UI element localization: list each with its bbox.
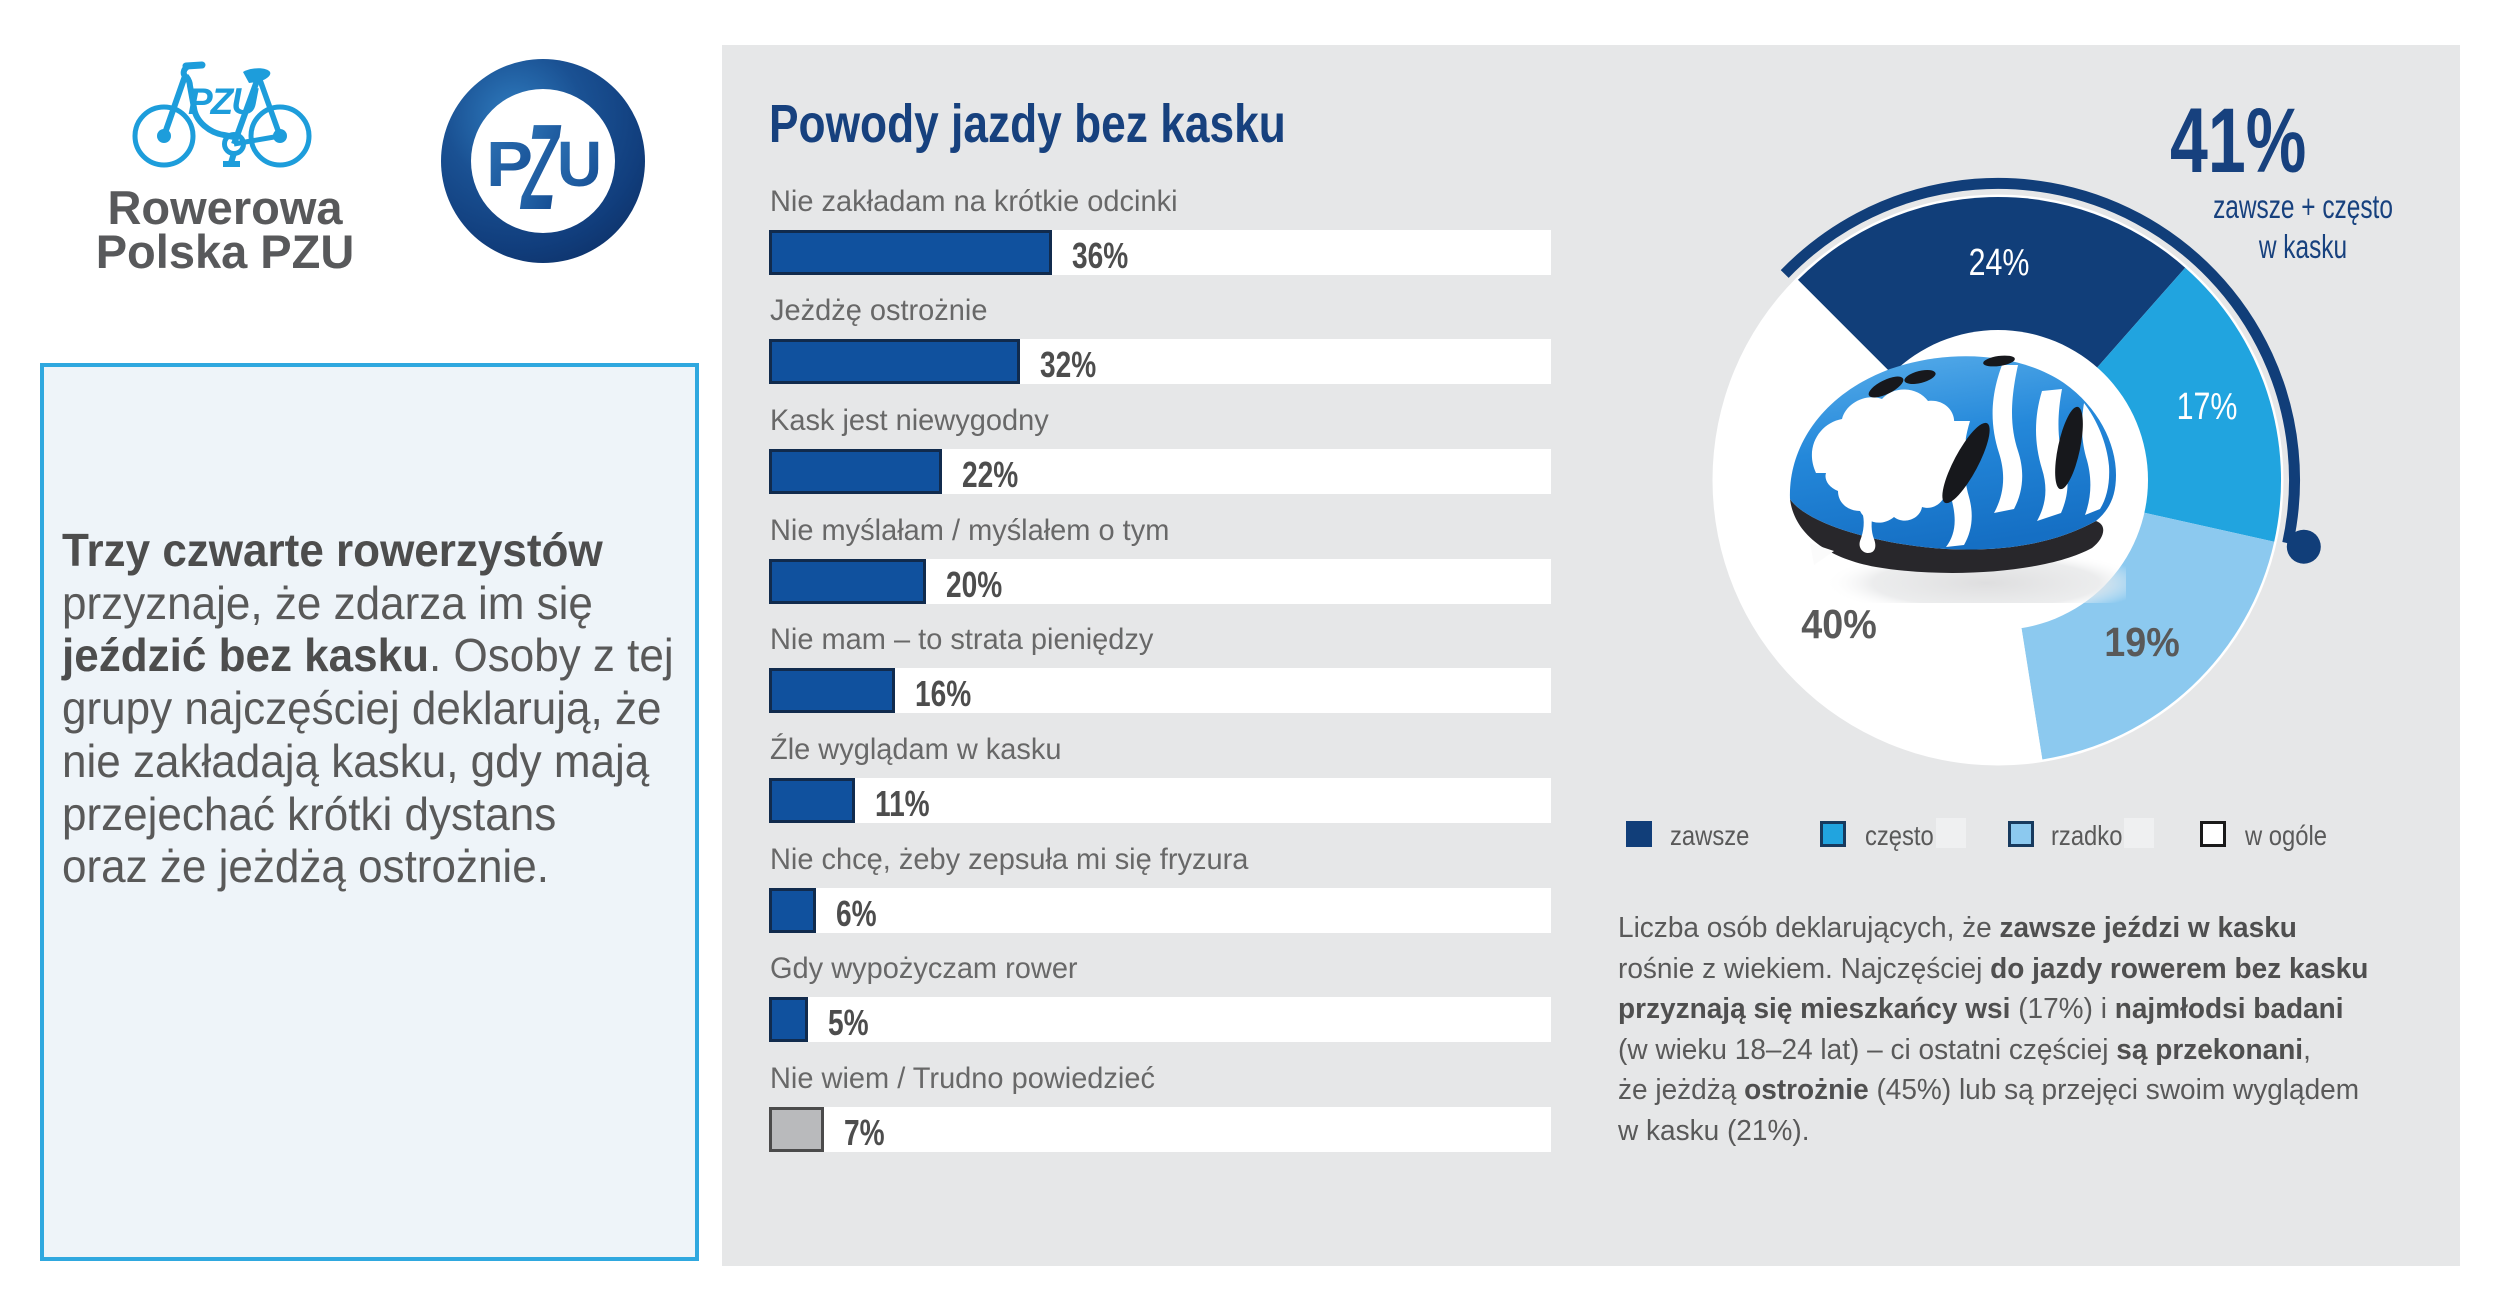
svg-text:U: U (557, 128, 602, 200)
svg-text:PZU: PZU (188, 81, 259, 122)
svg-text:P: P (486, 128, 533, 200)
